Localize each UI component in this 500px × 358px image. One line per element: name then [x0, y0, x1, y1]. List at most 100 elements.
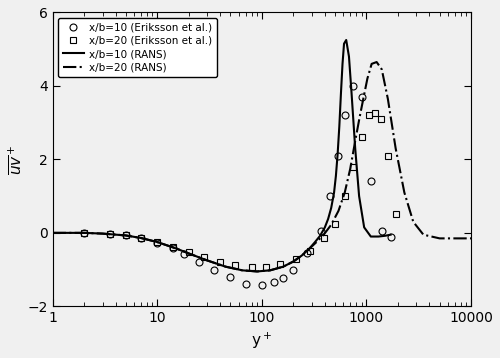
x/b=10 (Eriksson et al.)	[211, 267, 217, 272]
x/b=10 (RANS)	[333, 174, 339, 178]
x/b=20 (Eriksson et al.)	[342, 194, 348, 198]
x/b=10 (Eriksson et al.)	[388, 234, 394, 239]
x/b=10 (RANS)	[306, 247, 312, 252]
x/b=10 (Eriksson et al.)	[358, 95, 364, 99]
x/b=20 (Eriksson et al.)	[154, 240, 160, 244]
Line: x/b=10 (RANS): x/b=10 (RANS)	[52, 40, 390, 271]
x/b=10 (RANS)	[290, 260, 296, 264]
x/b=10 (Eriksson et al.)	[81, 231, 87, 235]
x/b=20 (Eriksson et al.)	[248, 265, 254, 269]
x/b=10 (RANS)	[81, 231, 87, 235]
x/b=20 (Eriksson et al.)	[392, 212, 398, 217]
x/b=10 (RANS)	[343, 38, 349, 42]
x/b=20 (Eriksson et al.)	[292, 257, 298, 261]
x/b=10 (RANS)	[325, 217, 331, 221]
x/b=20 (RANS)	[328, 223, 334, 227]
x/b=10 (Eriksson et al.)	[304, 251, 310, 255]
x/b=10 (Eriksson et al.)	[334, 154, 340, 158]
x/b=20 (RANS)	[410, 220, 416, 224]
x/b=10 (Eriksson et al.)	[242, 281, 248, 286]
x/b=10 (RANS)	[341, 42, 347, 46]
x/b=10 (Eriksson et al.)	[196, 260, 202, 264]
x/b=10 (Eriksson et al.)	[327, 194, 333, 198]
x/b=20 (RANS)	[356, 115, 362, 119]
x/b=10 (Eriksson et al.)	[106, 232, 112, 236]
x/b=20 (RANS)	[154, 240, 160, 244]
x/b=20 (RANS)	[313, 240, 319, 245]
x/b=10 (RANS)	[240, 268, 246, 272]
x/b=10 (RANS)	[382, 234, 388, 238]
x/b=20 (RANS)	[374, 60, 380, 64]
x/b=20 (RANS)	[436, 236, 442, 241]
x/b=10 (RANS)	[172, 246, 178, 251]
x/b=20 (Eriksson et al.)	[307, 249, 313, 253]
x/b=20 (RANS)	[81, 231, 87, 235]
x/b=10 (Eriksson et al.)	[154, 241, 160, 245]
x/b=20 (RANS)	[138, 236, 144, 240]
x/b=20 (RANS)	[348, 166, 354, 171]
x/b=10 (RANS)	[186, 251, 192, 256]
x/b=20 (RANS)	[385, 97, 391, 101]
x/b=20 (RANS)	[186, 251, 192, 256]
x/b=20 (RANS)	[468, 236, 474, 241]
x/b=10 (Eriksson et al.)	[181, 252, 187, 256]
x/b=20 (RANS)	[342, 190, 348, 195]
x/b=10 (RANS)	[356, 194, 362, 198]
x/b=20 (Eriksson et al.)	[350, 165, 356, 169]
x/b=10 (RANS)	[352, 146, 358, 150]
x/b=10 (RANS)	[280, 265, 286, 269]
x/b=10 (RANS)	[100, 232, 105, 236]
x/b=10 (RANS)	[346, 54, 352, 59]
x/b=10 (RANS)	[348, 91, 354, 96]
x/b=20 (RANS)	[368, 62, 374, 66]
x/b=20 (RANS)	[364, 76, 370, 81]
x/b=20 (Eriksson et al.)	[122, 233, 128, 238]
x/b=20 (Eriksson et al.)	[372, 111, 378, 116]
x/b=10 (RANS)	[317, 234, 323, 238]
x/b=20 (RANS)	[320, 233, 326, 237]
x/b=20 (RANS)	[379, 67, 385, 72]
Y-axis label: $\overline{uv}^+$: $\overline{uv}^+$	[7, 144, 24, 175]
x/b=20 (Eriksson et al.)	[232, 263, 237, 267]
x/b=20 (Eriksson et al.)	[186, 250, 192, 254]
x/b=20 (RANS)	[100, 232, 105, 236]
x/b=20 (RANS)	[254, 269, 260, 274]
Line: x/b=20 (RANS): x/b=20 (RANS)	[52, 62, 471, 271]
x/b=20 (Eriksson et al.)	[81, 231, 87, 235]
x/b=20 (RANS)	[298, 253, 304, 258]
x/b=20 (Eriksson et al.)	[106, 232, 112, 236]
x/b=10 (Eriksson et al.)	[368, 179, 374, 184]
x/b=20 (RANS)	[222, 265, 228, 269]
x/b=20 (RANS)	[172, 246, 178, 251]
x/b=10 (RANS)	[328, 206, 334, 210]
x/b=20 (RANS)	[280, 265, 286, 269]
x/b=20 (Eriksson et al.)	[320, 236, 326, 241]
x/b=20 (Eriksson et al.)	[138, 236, 144, 240]
x/b=10 (Eriksson et al.)	[342, 113, 348, 117]
x/b=20 (Eriksson et al.)	[358, 135, 364, 140]
x/b=20 (Eriksson et al.)	[385, 154, 391, 158]
x/b=10 (RANS)	[388, 233, 394, 237]
x/b=20 (RANS)	[392, 146, 398, 150]
x/b=10 (Eriksson et al.)	[280, 276, 286, 280]
x/b=10 (RANS)	[312, 240, 318, 245]
x/b=20 (Eriksson et al.)	[201, 255, 207, 259]
x/b=20 (RANS)	[122, 233, 128, 238]
x/b=10 (RANS)	[331, 190, 337, 195]
x/b=10 (Eriksson et al.)	[259, 283, 265, 287]
Line: x/b=10 (Eriksson et al.): x/b=10 (Eriksson et al.)	[80, 82, 394, 289]
X-axis label: y$^+$: y$^+$	[252, 331, 272, 351]
x/b=20 (RANS)	[290, 260, 296, 264]
x/b=10 (RANS)	[138, 236, 144, 240]
x/b=10 (RANS)	[122, 233, 128, 238]
x/b=20 (RANS)	[360, 95, 366, 99]
x/b=10 (RANS)	[338, 91, 344, 96]
x/b=20 (Eriksson et al.)	[263, 265, 269, 269]
x/b=10 (RANS)	[368, 234, 374, 239]
Legend: x/b=10 (Eriksson et al.), x/b=20 (Eriksson et al.), x/b=10 (RANS), x/b=20 (RANS): x/b=10 (Eriksson et al.), x/b=20 (Erikss…	[58, 18, 218, 77]
x/b=20 (RANS)	[50, 231, 56, 235]
x/b=10 (RANS)	[222, 265, 228, 269]
x/b=10 (RANS)	[334, 152, 340, 156]
x/b=10 (RANS)	[154, 240, 160, 244]
x/b=10 (RANS)	[336, 124, 342, 129]
